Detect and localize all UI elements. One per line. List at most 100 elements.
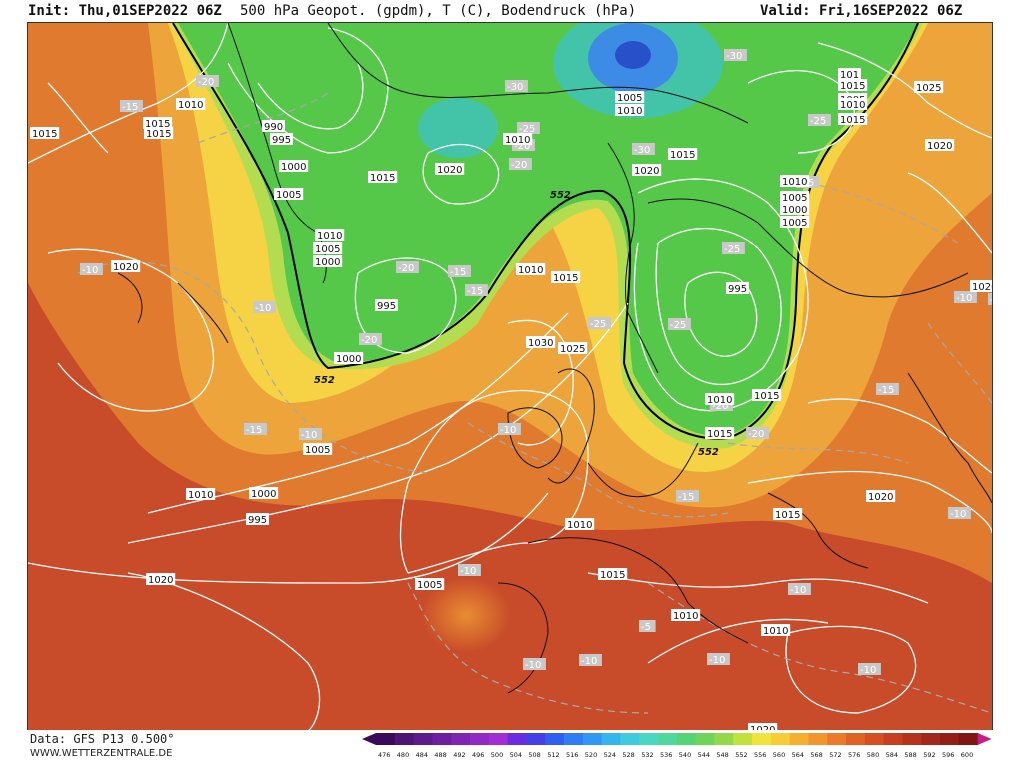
scale-arrow-left — [362, 733, 376, 745]
scale-swatch — [376, 733, 396, 745]
scale-swatch — [639, 733, 659, 745]
pressure-label: 1010 — [780, 175, 810, 188]
temperature-label-text: -10 — [956, 293, 972, 304]
pressure-label: 1025 — [914, 81, 944, 94]
pressure-label: 995 — [246, 513, 269, 526]
temperature-label-box — [632, 143, 655, 155]
temperature-label-box — [253, 301, 276, 313]
temperature-label-text: -20 — [712, 401, 728, 412]
pressure-label: 1005 — [615, 91, 645, 104]
temperature-label-text: -10 — [950, 509, 966, 520]
pressure-label-box — [435, 163, 465, 175]
pressure-label-box — [668, 148, 698, 160]
pressure-label-text: 1000 — [251, 489, 276, 500]
pressure-label: 1015 — [144, 127, 174, 140]
pressure-label: 1005 — [303, 443, 333, 456]
cold-core-dark-blue — [615, 41, 651, 69]
pressure-label-text: 1010 — [673, 611, 698, 622]
scale-tick-label: 576 — [848, 751, 860, 759]
pressure-label-box — [866, 490, 896, 502]
temperature-label-box — [724, 49, 747, 61]
temperature-label-box — [465, 284, 488, 296]
geopotential-label-text: 552 — [314, 375, 335, 386]
scale-tick-label: 532 — [641, 751, 653, 759]
scale-swatch — [846, 733, 866, 745]
pressure-label-text: 1010 — [763, 626, 788, 637]
pressure-label-box — [838, 79, 868, 91]
pressure-label-box — [303, 443, 333, 455]
pressure-label-text: 1015 — [670, 150, 695, 161]
temperature-label-text: -10 — [990, 295, 992, 306]
pressure-label: 1025 — [558, 342, 588, 355]
pressure-label: 1010 — [503, 133, 533, 146]
pressure-label-box — [368, 171, 398, 183]
scale-swatch — [582, 733, 603, 745]
website-label: WWW.WETTERZENTRALE.DE — [30, 748, 173, 759]
temperature-label-box — [396, 261, 419, 273]
pressure-label-box — [111, 260, 141, 272]
temperature-label-box — [517, 122, 540, 134]
pressure-label: 1015 — [30, 127, 60, 140]
pressure-label-box — [558, 342, 588, 354]
pressure-label: 1020 — [925, 139, 955, 152]
pressure-label-box — [313, 242, 343, 254]
temperature-label: -10 — [253, 301, 276, 314]
pressure-label: 1010 — [761, 624, 791, 637]
pressure-label-box — [705, 393, 735, 405]
pressure-label: 101 — [838, 68, 861, 81]
pressure-label-box — [146, 573, 176, 585]
temperature-label: -20 — [746, 427, 769, 440]
geopotential-label-text: 552 — [550, 190, 571, 201]
pressure-label-text: 1000 — [336, 354, 361, 365]
temperature-label: -20 — [359, 333, 382, 346]
pressure-label: 1020 — [435, 163, 465, 176]
temperature-label-box — [196, 75, 219, 87]
init-time-label: Init: Thu,01SEP2022 06Z — [28, 3, 222, 19]
temperature-label-box — [80, 263, 103, 275]
scale-swatch — [507, 733, 527, 745]
temperature-label-text: -30 — [507, 82, 523, 93]
pressure-label-text: 1030 — [528, 338, 553, 349]
green-trough — [178, 23, 918, 436]
pressure-label: 1005 — [415, 578, 445, 591]
pressure-label-box — [526, 336, 556, 348]
pressure-label-text: 1015 — [145, 119, 170, 130]
temperature-label-text: -20 — [361, 335, 377, 346]
geopotential-label: 552 — [314, 375, 335, 386]
scale-tick-label: 600 — [961, 751, 973, 759]
pressure-label: 1015 — [551, 271, 581, 284]
pressure-label-text: 1010 — [188, 490, 213, 501]
temperature-label: -10 — [858, 663, 881, 676]
pressure-label-text: 1015 — [840, 115, 865, 126]
temperature-label-box — [579, 654, 602, 666]
scale-swatch — [752, 733, 772, 745]
scale-tick-label: 560 — [773, 751, 785, 759]
temperature-label: -10 — [788, 583, 811, 596]
temperature-label-box — [359, 333, 382, 345]
pressure-label-box — [761, 624, 791, 636]
pressure-label-box — [780, 191, 810, 203]
color-scale-legend: 476 480 484 488 492 496 500 504 508 512 516 520 524 5… — [362, 733, 992, 759]
pressure-label-text: 1015 — [775, 510, 800, 521]
pressure-label-box — [780, 175, 810, 187]
scale-swatch — [658, 733, 678, 745]
scale-swatch — [958, 733, 979, 745]
pressure-label: 1015 — [705, 427, 735, 440]
pressure-label-text: 1015 — [754, 391, 779, 402]
scale-swatch — [526, 733, 546, 745]
scale-swatch — [394, 733, 415, 745]
temperature-label: -10 — [707, 653, 730, 666]
pressure-label-text: 1000 — [281, 162, 306, 173]
scale-tick-label: 552 — [735, 751, 747, 759]
pressure-label-box — [780, 203, 810, 215]
pressure-label: 1010 — [615, 104, 645, 117]
temperature-label: -10 — [988, 293, 992, 306]
pressure-label: 1020 — [111, 260, 141, 273]
pressure-label-box — [375, 299, 398, 311]
pressure-label-text: 1005 — [782, 193, 807, 204]
scale-tick-label: 580 — [867, 751, 879, 759]
scale-tick-label: 540 — [679, 751, 691, 759]
temperature-label: -10 — [458, 564, 481, 577]
pressure-label: 1005 — [274, 188, 304, 201]
pressure-label-text: 1010 — [518, 265, 543, 276]
